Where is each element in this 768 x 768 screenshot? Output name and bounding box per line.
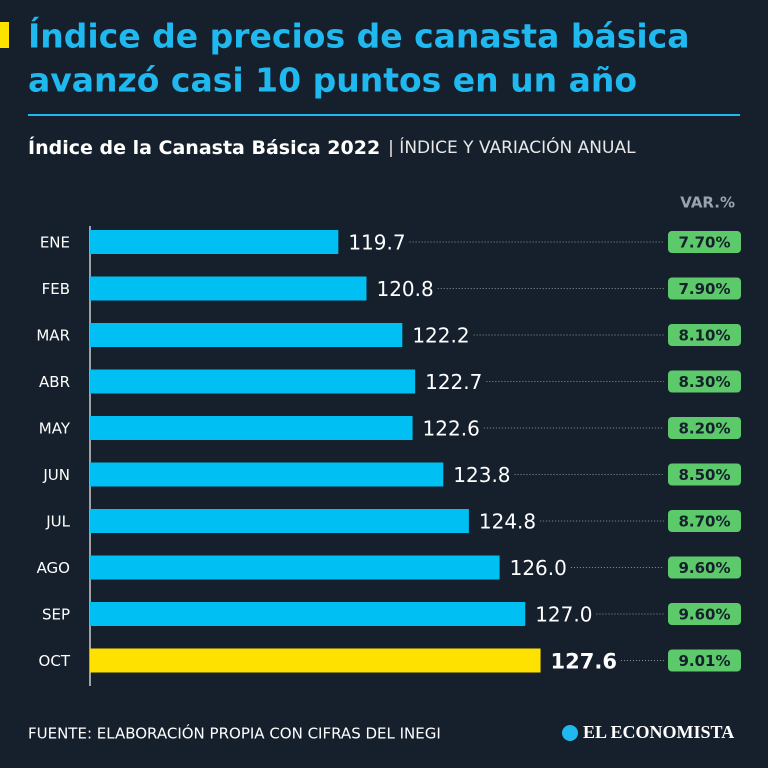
var-badge (668, 649, 741, 672)
var-label: 9.60% (678, 559, 730, 577)
bar (90, 369, 416, 394)
var-label: 8.70% (678, 513, 730, 531)
var-badge (668, 324, 741, 346)
bar (90, 602, 526, 626)
category-label: ENE (40, 234, 70, 252)
var-badge (668, 277, 741, 300)
logo: EL ECONOMISTA (583, 722, 734, 742)
var-label: 8.30% (678, 373, 730, 391)
bar (90, 276, 367, 301)
var-badge (668, 370, 741, 393)
value-label: 126.0 (510, 556, 567, 580)
category-label: MAY (39, 420, 71, 438)
var-label: 8.20% (678, 420, 730, 438)
var-header: VAR.% (680, 194, 735, 212)
var-badge (668, 603, 741, 625)
value-label: 127.6 (551, 650, 617, 674)
source: FUENTE: ELABORACIÓN PROPIA CON CIFRAS DE… (28, 724, 441, 743)
category-label: SEP (42, 606, 70, 624)
bar (90, 462, 444, 487)
chart-subtitle: | ÍNDICE Y VARIACIÓN ANUAL (388, 136, 636, 158)
category-label: JUN (42, 466, 70, 484)
bar (90, 509, 469, 533)
bar (90, 230, 339, 254)
value-label: 119.7 (348, 231, 405, 255)
title-marker (0, 22, 9, 48)
category-label: AGO (37, 559, 70, 577)
var-badge (668, 556, 741, 579)
var-label: 8.10% (678, 327, 730, 345)
logo-icon (562, 725, 578, 741)
value-label: 122.6 (423, 417, 480, 441)
title: avanzó casi 10 puntos en un año (28, 61, 637, 100)
var-label: 8.50% (678, 466, 730, 484)
bar (90, 648, 541, 673)
var-badge (668, 417, 741, 439)
var-badge (668, 463, 741, 486)
value-label: 124.8 (479, 510, 536, 534)
value-label: 123.8 (453, 463, 510, 487)
title: Índice de precios de canasta básica (28, 16, 690, 56)
category-label: OCT (39, 652, 71, 670)
category-label: ABR (39, 373, 70, 391)
value-label: 127.0 (535, 603, 592, 627)
var-label: 9.60% (678, 606, 730, 624)
bar (90, 323, 403, 347)
category-label: FEB (42, 280, 70, 298)
category-label: MAR (36, 327, 70, 345)
chart-title: Índice de la Canasta Básica 2022 (28, 136, 380, 159)
bar (90, 555, 500, 580)
value-label: 122.2 (412, 324, 469, 348)
bar (90, 416, 413, 440)
value-label: 122.7 (425, 370, 482, 394)
value-label: 120.8 (376, 277, 433, 301)
var-label: 7.70% (678, 234, 730, 252)
var-badge (668, 510, 741, 532)
subtitle: Índice de la Canasta Básica 2022 | ÍNDICE… (28, 136, 636, 159)
var-label: 9.01% (678, 652, 730, 670)
category-label: JUL (45, 513, 70, 531)
var-label: 7.90% (678, 280, 730, 298)
var-badge (668, 231, 741, 253)
